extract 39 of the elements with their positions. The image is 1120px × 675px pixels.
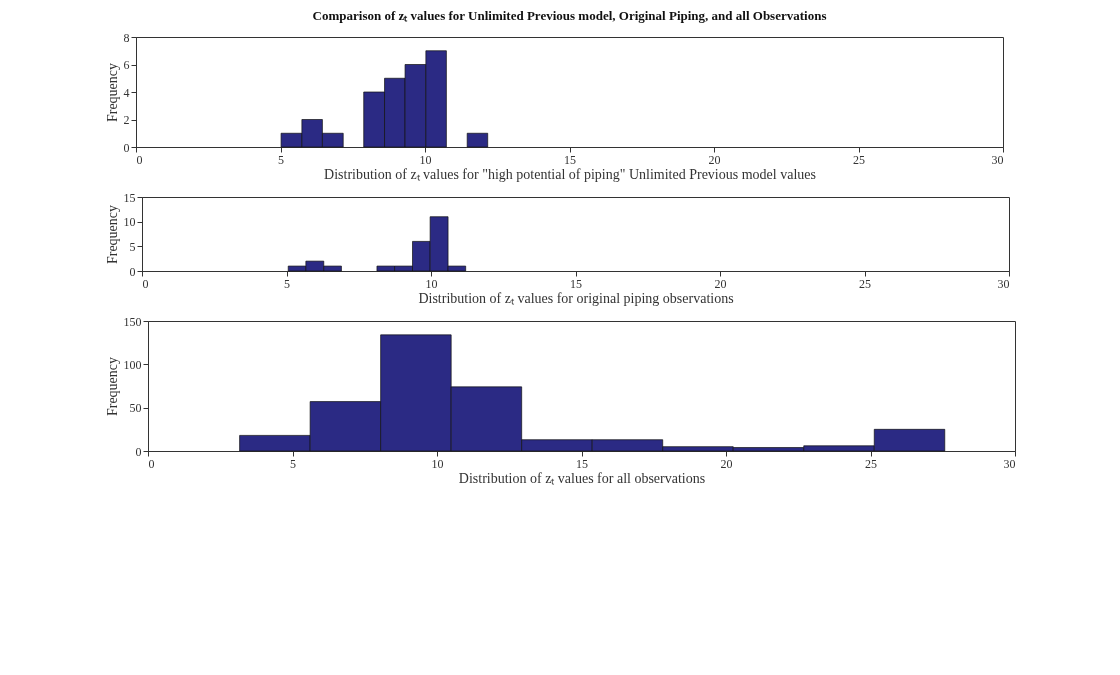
x-tick-label: 10 xyxy=(425,276,438,291)
x-tick-label: 15 xyxy=(570,276,582,291)
x-tick-label: 10 xyxy=(431,456,444,471)
y-tick-label: 10 xyxy=(123,215,136,230)
x-tick-label: 30 xyxy=(991,152,1004,167)
x-tick-label: 15 xyxy=(576,456,588,471)
y-tick-label: 4 xyxy=(123,85,130,100)
y-tick-label: 50 xyxy=(129,401,142,416)
y-tick-label: 5 xyxy=(129,239,136,254)
y-tick-label: 0 xyxy=(135,444,142,459)
x-tick-label: 5 xyxy=(278,152,284,167)
x-tick-label: 5 xyxy=(284,276,290,291)
x-tick-label: 25 xyxy=(865,456,877,471)
y-axis-title: Frequency xyxy=(104,204,120,265)
x-axis-title: Distribution of zₜ values for original piping observations xyxy=(418,290,734,306)
y-axis-title: Frequency xyxy=(104,356,120,417)
x-tick-label: 20 xyxy=(720,456,733,471)
x-axis-title: Distribution of zₜ values for all observations xyxy=(458,470,706,486)
chart-title: Comparison of zₜ values for Unlimited Previous model, Original Piping, and all Observations xyxy=(312,8,827,23)
x-tick-label: 30 xyxy=(1003,456,1016,471)
y-tick-label: 6 xyxy=(123,58,130,72)
x-tick-label: 15 xyxy=(564,152,576,167)
x-tick-label: 30 xyxy=(997,276,1010,291)
x-axis-title: Distribution of zₜ values for "high potential of piping" Unlimited Previous model values xyxy=(324,166,816,182)
x-tick-label: 25 xyxy=(859,276,871,291)
y-tick-label: 100 xyxy=(123,357,142,372)
x-tick-label: 5 xyxy=(290,456,296,471)
x-tick-label: 10 xyxy=(419,152,432,167)
x-tick-label: 20 xyxy=(708,152,721,167)
y-tick-label: 8 xyxy=(123,30,130,45)
y-tick-label: 150 xyxy=(123,314,142,329)
y-tick-label: 15 xyxy=(123,190,136,205)
y-tick-label: 0 xyxy=(129,264,136,279)
x-tick-label: 25 xyxy=(853,152,865,167)
x-tick-label: 0 xyxy=(148,456,155,471)
y-axis-title: Frequency xyxy=(104,62,120,123)
x-tick-label: 20 xyxy=(714,276,727,291)
y-tick-label: 0 xyxy=(123,140,130,155)
y-tick-label: 2 xyxy=(123,113,130,127)
